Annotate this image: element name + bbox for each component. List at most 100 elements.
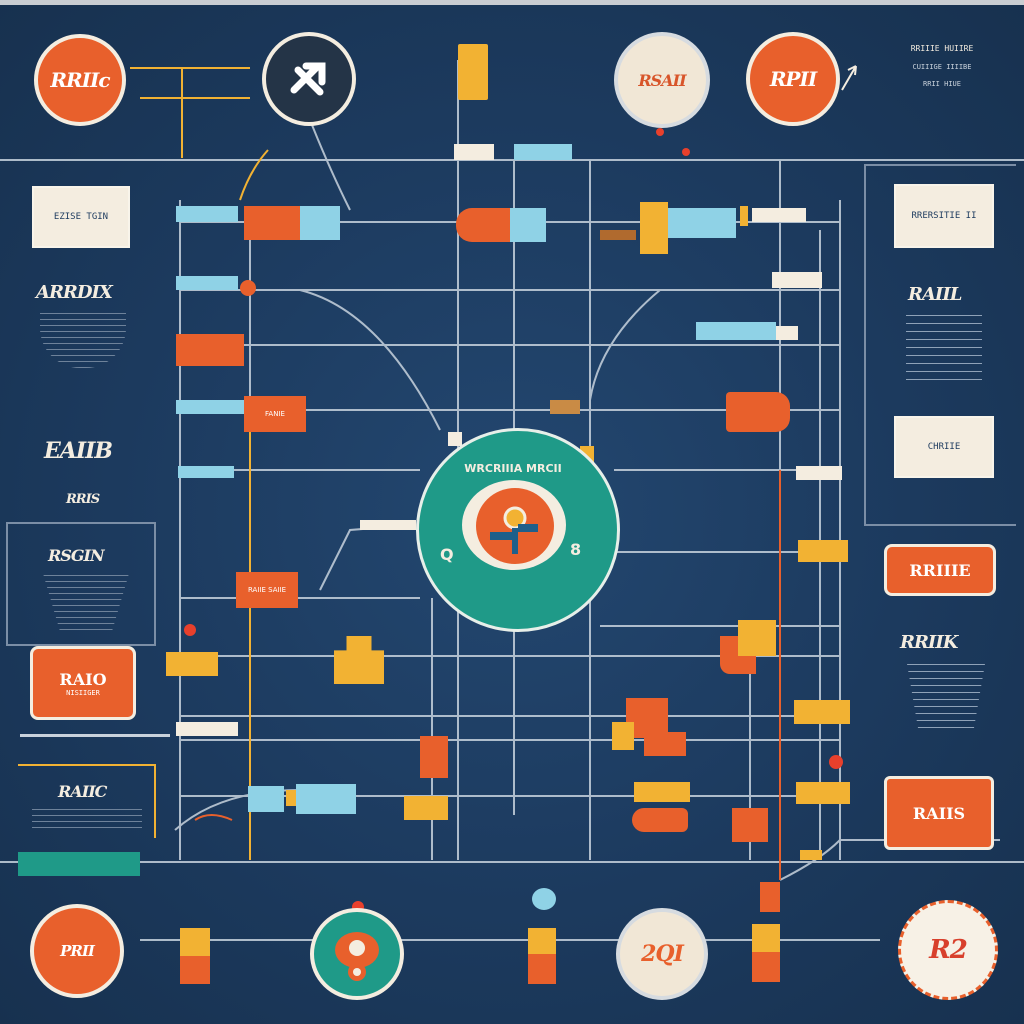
right-card-1[interactable]: RRERSITIE II — [894, 184, 994, 248]
right-card-2[interactable]: CHRIIE — [894, 416, 994, 478]
top-circle-1-label: RRIIc — [50, 68, 110, 92]
node-row4-tan — [550, 400, 580, 414]
top-circle-4[interactable]: RPII — [746, 32, 840, 126]
node-row9-yellow-b[interactable] — [634, 782, 690, 802]
left-heading-3: RRIS — [66, 492, 100, 507]
node-row9-yellow-c[interactable] — [796, 782, 850, 804]
hub-top-label: WRCRIIIA MRCII — [464, 462, 562, 475]
left-text-figure-3 — [32, 806, 142, 828]
top-right-text: RRIIIE HUIIRE CUIIIGE IIIIBE RRII HIUE — [880, 44, 1004, 89]
left-text-figure-1 — [40, 308, 126, 368]
node-row9-blue-b[interactable] — [296, 784, 356, 814]
node-row4-blue[interactable] — [176, 400, 244, 414]
right-panel-box — [864, 164, 1016, 526]
right-heading-2: RRIIK — [900, 632, 958, 653]
node-row3-orange[interactable] — [176, 334, 244, 366]
node-row7-yellow-c[interactable] — [738, 620, 776, 656]
left-heading-1: ARRDIX — [36, 282, 113, 303]
bottom-circle-4-label: R2 — [929, 935, 968, 965]
bottom-peg-3-top[interactable] — [752, 924, 780, 954]
top-connector-2[interactable] — [514, 144, 572, 160]
hub-right-glyph: 8 — [570, 540, 582, 559]
node-row4-cream-tick — [448, 432, 462, 446]
top-circle-2[interactable] — [262, 32, 356, 126]
node-row1-cream[interactable] — [752, 208, 806, 222]
node-row2-blue[interactable] — [176, 276, 238, 290]
gear-icon — [335, 932, 379, 981]
node-row1-orange-a[interactable] — [244, 206, 302, 240]
node-row1-blue-b[interactable] — [300, 206, 340, 240]
node-row8-cream[interactable] — [176, 722, 238, 736]
bottom-peg-1-top[interactable] — [180, 928, 210, 958]
left-panel-box-2: RAIIC — [18, 764, 156, 838]
left-heading-4: RSGIN — [48, 546, 105, 565]
node-row8-yellow-b[interactable] — [794, 700, 850, 724]
right-orange-card-1-label: RRIIIE — [909, 560, 971, 580]
right-orange-card-2-label: RAIIS — [912, 803, 966, 823]
node-row9-orange-b[interactable] — [732, 808, 768, 842]
top-connector-1[interactable] — [454, 144, 494, 160]
right-text-figure-1 — [906, 310, 982, 380]
bottom-circle-1[interactable]: PRII — [30, 904, 124, 998]
arrow-cross-icon — [290, 62, 326, 96]
node-row8-yellow — [612, 722, 634, 750]
node-row1-yellow-tick — [740, 206, 748, 226]
node-row4-orange-b[interactable] — [726, 392, 790, 432]
bottom-peg-3-bottom[interactable] — [752, 952, 780, 982]
right-card-1-label: RRERSITIE II — [911, 211, 977, 221]
node-row5-cream[interactable] — [796, 466, 842, 480]
node-row9-yellow-tick — [286, 790, 298, 806]
bottom-peg-2-top[interactable] — [528, 928, 556, 956]
left-text-figure-2 — [42, 570, 130, 630]
node-row6-yellow[interactable] — [798, 540, 848, 562]
bottom-peg-2-bottom[interactable] — [528, 954, 556, 984]
hub-core — [476, 488, 554, 564]
top-yellow-tab[interactable] — [458, 44, 488, 100]
right-orange-card-2[interactable]: RAIIS — [884, 776, 994, 850]
arrow-pointer-icon — [840, 62, 860, 92]
left-orange-card-sub: NISIIGER — [66, 688, 100, 697]
node-row1-blue-c[interactable] — [510, 208, 546, 242]
top-circle-1[interactable]: RRIIc — [34, 34, 126, 126]
node-row9-blue-a[interactable] — [248, 786, 284, 812]
node-row9-yellow-a[interactable] — [404, 796, 448, 820]
node-row1-blue-a[interactable] — [176, 206, 238, 222]
node-row8-orange-c[interactable] — [420, 736, 448, 778]
left-teal-bar[interactable] — [18, 852, 140, 876]
bottom-circle-3-label: 2QI — [641, 941, 684, 967]
hub-left-glyph: Q — [440, 545, 454, 564]
left-card-1[interactable]: EZISE TGIN — [32, 186, 130, 248]
node-row1-connector — [600, 230, 636, 240]
bottom-circle-2[interactable] — [310, 908, 404, 1000]
left-divider — [20, 734, 170, 737]
node-row4-orange[interactable]: FANIE — [244, 396, 306, 432]
node-row1-orange-b[interactable] — [456, 208, 512, 242]
node-row9-orange-a[interactable] — [632, 808, 688, 832]
node-row6-label: RAIIE SAIIE — [247, 586, 287, 594]
node-row9-yellow-tick-b — [800, 850, 822, 860]
node-row8-orange-b[interactable] — [644, 732, 686, 756]
bottom-peg-1-bottom[interactable] — [180, 956, 210, 984]
node-row7-yellow-a[interactable] — [166, 652, 218, 676]
bottom-circle-3[interactable]: 2QI — [616, 908, 708, 1000]
top-circle-3[interactable]: RSAII — [614, 32, 710, 128]
left-orange-card-label: RAIO — [59, 669, 107, 689]
node-row6-orange[interactable]: RAIIE SAIIE — [236, 572, 298, 608]
right-text-figure-2 — [906, 658, 986, 728]
node-row2-cream[interactable] — [772, 272, 822, 288]
node-row3-cream — [776, 326, 798, 340]
left-panel-box: RSGIN — [6, 522, 156, 646]
top-right-line-1: RRIIIE HUIIRE — [910, 44, 974, 53]
node-row1-yellow[interactable] — [640, 202, 668, 254]
top-right-line-3: RRII HIUE — [923, 80, 961, 88]
node-row3-blue[interactable] — [696, 322, 776, 340]
left-orange-card[interactable]: RAIO NISIIGER — [30, 646, 136, 720]
bottom-circle-4[interactable]: R2 — [898, 900, 998, 1000]
node-row2-dot[interactable] — [240, 280, 256, 296]
hub-key-icon — [490, 506, 538, 554]
node-row5-blue[interactable] — [178, 466, 234, 478]
right-orange-card-1[interactable]: RRIIIE — [884, 544, 996, 596]
node-row1-blue-d[interactable] — [668, 208, 736, 238]
top-circle-3-label: RSAII — [638, 70, 686, 90]
